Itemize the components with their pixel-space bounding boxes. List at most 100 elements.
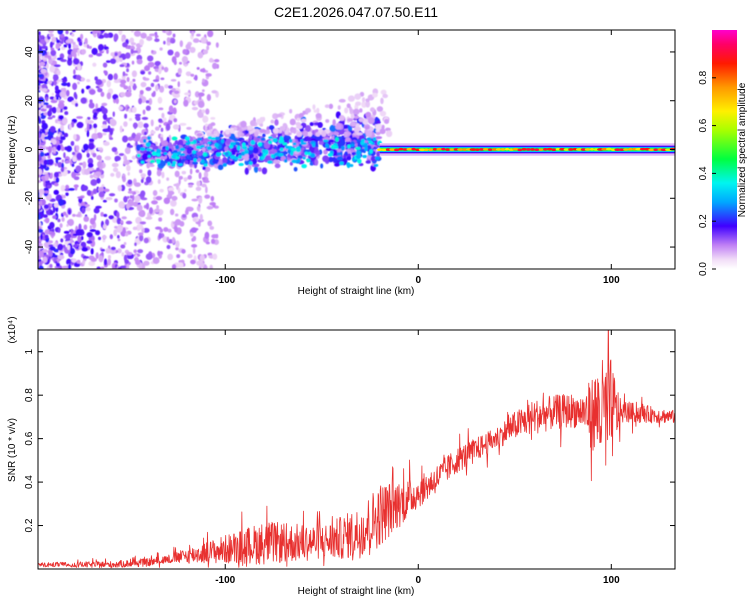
spectrogram-cell-2556 [259, 116, 265, 123]
spectrogram-cell-302 [93, 214, 97, 221]
colorbar: 0.0 0.2 0.4 0.6 0.8 Normalized spectral ampl… [698, 30, 748, 276]
spectrogram-cell-2525 [328, 103, 334, 110]
carrier-cell-2772 [512, 147, 519, 151]
spectrogram-cell-1468 [42, 256, 48, 263]
spectrogram-cell-2729 [260, 156, 266, 160]
spectrogram-cell-1490 [158, 118, 163, 123]
spectrogram-cell-1495 [167, 85, 173, 89]
spectrogram-cell-1220 [199, 213, 203, 221]
spectrogram-cell-4 [117, 238, 121, 242]
spectrogram-cell-308 [185, 80, 192, 84]
spectrogram-cell-647 [88, 45, 92, 50]
spectrogram-cell-697 [93, 123, 98, 129]
spectrogram-cell-1356 [210, 117, 216, 120]
spectrogram-cell-704 [85, 207, 91, 212]
spectrogram-cell-1150 [41, 83, 48, 90]
spectrogram-cell-1230 [88, 89, 96, 95]
spectrogram-cell-2608 [202, 152, 208, 157]
spectrogram-cell-1779 [325, 119, 330, 123]
spectrogram-cell-2711 [282, 142, 288, 146]
spectrogram-cell-2721 [207, 141, 211, 145]
spectrogram-cell-2448 [302, 130, 309, 137]
spectrogram-cell-2306 [340, 138, 345, 145]
spectrogram-cell-2253 [272, 149, 278, 154]
spectrogram-cell-2632 [165, 145, 169, 151]
spectrogram-cell-434 [63, 152, 66, 159]
spectrogram-cell-722 [118, 106, 124, 111]
spectrogram-cell-1268 [83, 168, 90, 175]
spectrogram-cell-1132 [198, 172, 202, 180]
snr-y-label: SNR (10 * v/v) [7, 418, 18, 482]
carrier-cell-2756 [445, 148, 450, 151]
spectrogram-cell-596 [205, 241, 210, 245]
spectrogram-cell-1314 [56, 95, 59, 100]
spectrogram-cell-2362 [224, 145, 229, 152]
carrier-cell-2776 [530, 148, 535, 151]
spectrogram-cell-2480 [289, 118, 296, 126]
spectrogram-cell-1487 [55, 261, 58, 264]
spectrogram-cell-1377 [38, 213, 41, 220]
spectrogram-cell-1084 [38, 35, 44, 39]
spectrogram-cell-2678 [179, 147, 186, 152]
spectrogram-cell-291 [163, 117, 167, 122]
spectrogram-cell-2663 [196, 137, 203, 141]
spectrogram-cell-1482 [88, 142, 95, 150]
spectrogram-cell-642 [47, 110, 52, 117]
spectrogram-cell-1306 [43, 159, 48, 166]
carrier-cell-2768 [495, 148, 502, 151]
spectrogram-cell-982 [138, 97, 143, 105]
carrier-cell-2796 [614, 148, 621, 151]
spectrogram-cell-2438 [332, 119, 336, 126]
spectrogram-cell-1045 [115, 171, 121, 179]
spectrogram-cell-1131 [139, 89, 144, 95]
spectrogram-cell-684 [60, 40, 64, 44]
spectrogram-cell-991 [152, 257, 160, 265]
spectrogram-cell-1013 [181, 56, 189, 64]
spectrogram-cell-207 [192, 247, 196, 255]
spectrogram-cell-1445 [119, 64, 125, 68]
spectrogram-cell-2659 [356, 158, 362, 164]
spectrogram-y-label: Frequency (Hz) [7, 116, 18, 185]
spectrogram-cell-788 [76, 116, 83, 119]
spectrogram-cell-189 [65, 184, 70, 190]
spectrogram-cell-1330 [137, 249, 144, 254]
spectrogram-cell-1296 [173, 118, 178, 123]
spectrogram-cell-303 [191, 106, 199, 111]
spectrogram-cell-962 [183, 188, 187, 193]
spectrogram-cell-2366 [225, 138, 232, 145]
spectrogram-cell-2153 [309, 122, 314, 127]
spectrogram-cell-1057 [70, 121, 75, 128]
carrier-cell-2790 [589, 148, 595, 151]
spectrogram-cell-721 [113, 229, 118, 237]
carrier-cell-2770 [505, 147, 510, 151]
spectrogram-cell-2117 [297, 155, 303, 159]
spectrogram-cell-1233 [211, 234, 218, 239]
spectrogram-cell-863 [80, 33, 84, 40]
spectrogram-cell-2524 [313, 109, 318, 113]
spectrogram-cell-2692 [368, 140, 373, 144]
spectrogram-cell-1849 [248, 134, 253, 140]
spectrogram-cell-1023 [126, 196, 130, 199]
spectrogram-cell-2664 [167, 161, 171, 167]
spectrogram-cell-654 [147, 169, 152, 177]
spectrogram-cell-1211 [57, 198, 64, 207]
spectrogram-cell-163 [47, 116, 53, 120]
spectrogram-cell-2723 [301, 141, 307, 145]
spectrogram-cell-2331 [256, 137, 260, 142]
spectrogram-cell-1154 [103, 141, 110, 146]
spectrogram-cell-805 [174, 219, 182, 226]
spectrogram-cell-2731 [224, 151, 229, 156]
spectrogram-cell-355 [55, 177, 60, 183]
carrier-cell-2744 [394, 148, 400, 152]
spectrogram-cell-2546 [369, 107, 375, 113]
carrier-cell-2787 [575, 148, 583, 151]
carrier-cell-2794 [605, 147, 612, 151]
spectrogram-cell-276 [157, 179, 161, 184]
spectrogram-cell-634 [206, 205, 214, 210]
spectrogram-cell-411 [185, 208, 189, 216]
spectrogram-cell-165 [107, 73, 114, 81]
spectrogram-cell-176 [185, 71, 192, 77]
spectrogram-cell-1126 [120, 220, 124, 224]
spectrogram-cell-2702 [349, 164, 354, 167]
spectrogram-cell-1152 [57, 254, 65, 260]
